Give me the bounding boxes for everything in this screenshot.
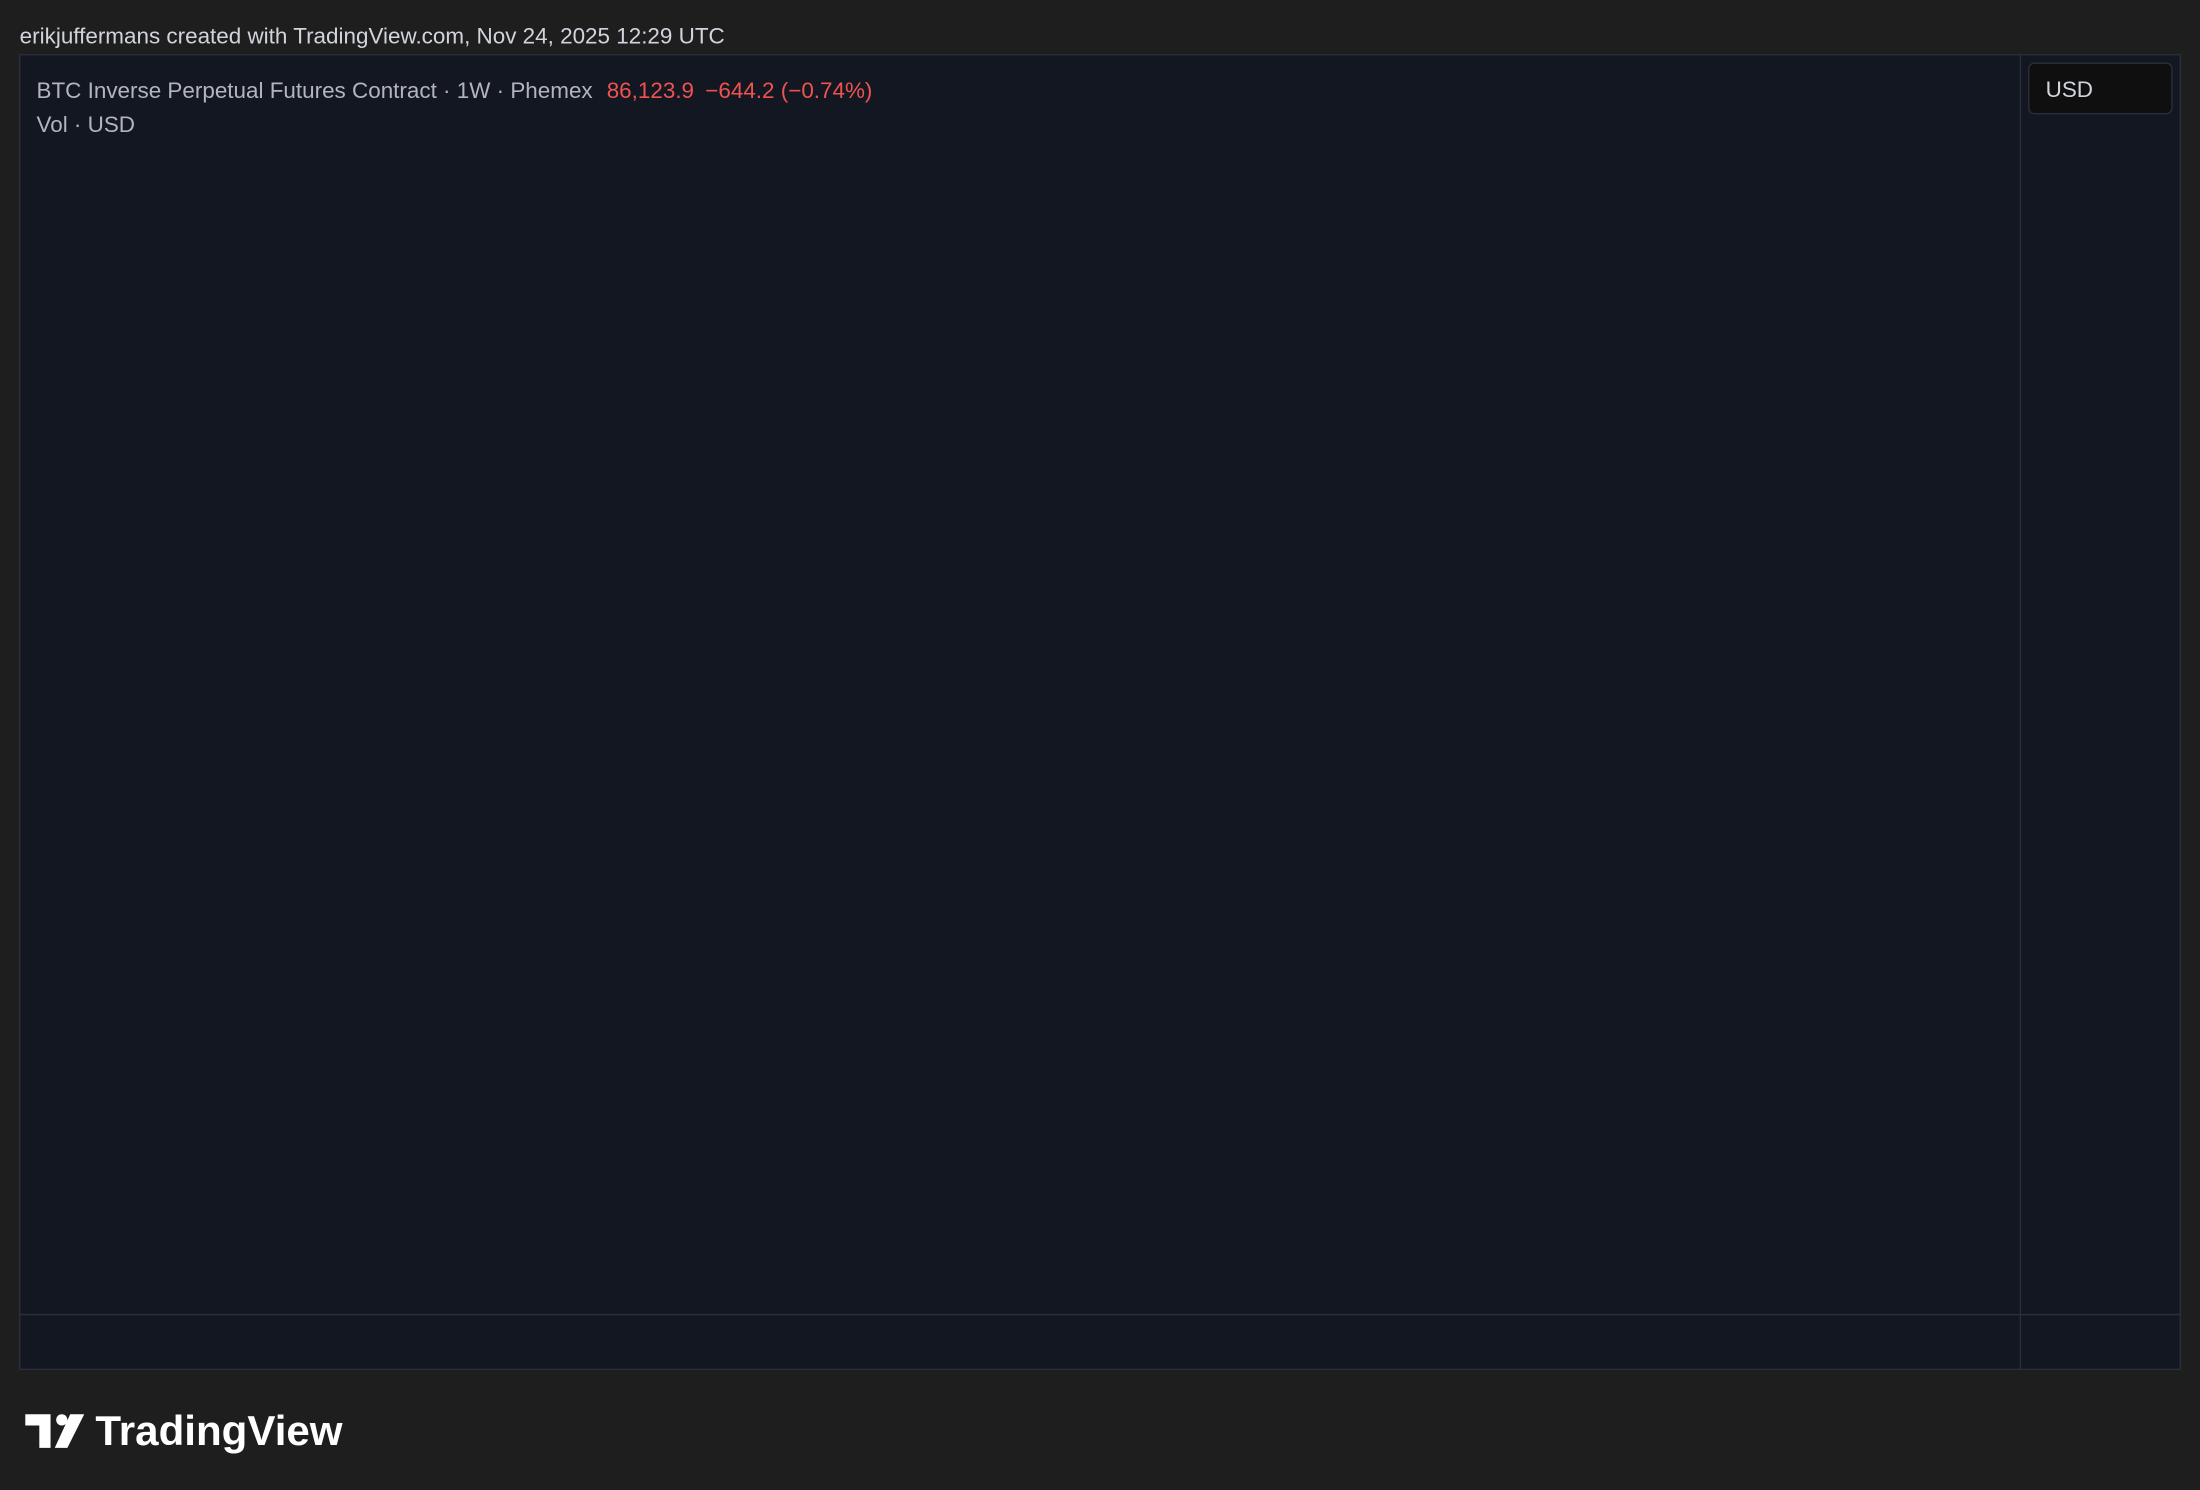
legend: BTC Inverse Perpetual Futures Contract ·… [37, 78, 873, 103]
logo-mark [25, 1414, 51, 1448]
last-price: 86,123.9 [607, 78, 694, 103]
brand-logo [25, 1414, 85, 1448]
price-change: −644.2 (−0.74%) [705, 78, 872, 103]
currency-button[interactable] [2028, 62, 2173, 115]
brand-name: TradingView [95, 1407, 342, 1454]
volume-legend: Vol · USD [37, 112, 136, 137]
logo-mark [54, 1414, 85, 1448]
chart-frame [18, 54, 2182, 1371]
currency-label: USD [2046, 77, 2093, 102]
logo-mark [56, 1414, 68, 1426]
symbol-title: BTC Inverse Perpetual Futures Contract ·… [37, 78, 593, 103]
header: erikjuffermans created with TradingView.… [20, 23, 725, 48]
